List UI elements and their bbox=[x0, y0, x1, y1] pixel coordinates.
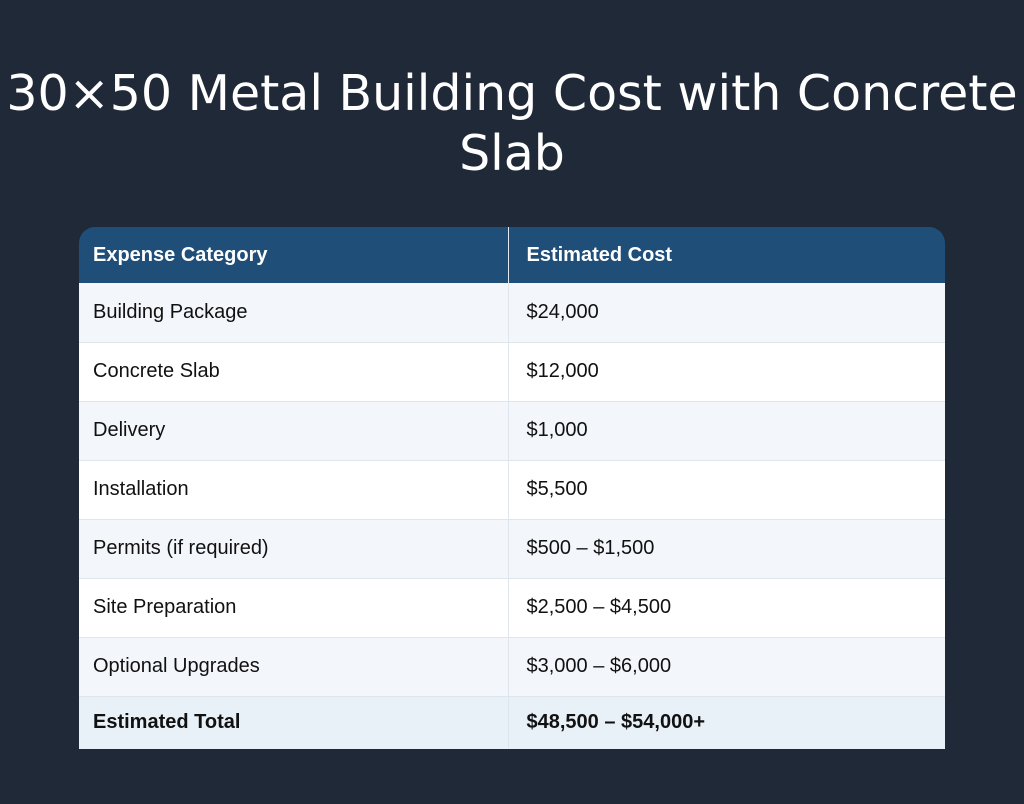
table-row: Concrete Slab $12,000 bbox=[79, 342, 945, 402]
table-row: Installation $5,500 bbox=[79, 460, 945, 520]
table-row: Optional Upgrades $3,000 – $6,000 bbox=[79, 637, 945, 697]
header-estimated-cost: Estimated Cost bbox=[507, 227, 945, 283]
table-body: Building Package $24,000 Concrete Slab $… bbox=[79, 283, 945, 749]
category-cell: Permits (if required) bbox=[79, 519, 508, 579]
total-row: Estimated Total $48,500 – $54,000+ bbox=[79, 696, 945, 749]
header-row: Expense Category Estimated Cost bbox=[79, 227, 945, 283]
category-cell: Installation bbox=[79, 460, 508, 520]
table-row: Site Preparation $2,500 – $4,500 bbox=[79, 578, 945, 638]
cost-cell: $2,500 – $4,500 bbox=[507, 578, 945, 638]
cost-cell: $5,500 bbox=[507, 460, 945, 520]
table-header: Expense Category Estimated Cost bbox=[79, 227, 945, 283]
category-cell: Optional Upgrades bbox=[79, 637, 508, 697]
total-cost: $48,500 – $54,000+ bbox=[507, 696, 945, 749]
table-row: Building Package $24,000 bbox=[79, 283, 945, 343]
page-title: 30×50 Metal Building Cost with Concrete … bbox=[6, 65, 1018, 182]
category-cell: Building Package bbox=[79, 283, 508, 343]
cost-cell: $500 – $1,500 bbox=[507, 519, 945, 579]
category-cell: Site Preparation bbox=[79, 578, 508, 638]
cost-cell: $3,000 – $6,000 bbox=[507, 637, 945, 697]
cost-table: Expense Category Estimated Cost Building… bbox=[79, 227, 945, 749]
cost-cell: $1,000 bbox=[507, 401, 945, 461]
cost-cell: $12,000 bbox=[507, 342, 945, 402]
total-label: Estimated Total bbox=[79, 696, 508, 749]
category-cell: Concrete Slab bbox=[79, 342, 508, 402]
table-row: Delivery $1,000 bbox=[79, 401, 945, 461]
cost-table-container: Expense Category Estimated Cost Building… bbox=[79, 227, 945, 749]
header-expense-category: Expense Category bbox=[79, 227, 508, 283]
cost-cell: $24,000 bbox=[507, 283, 945, 343]
table-row: Permits (if required) $500 – $1,500 bbox=[79, 519, 945, 579]
category-cell: Delivery bbox=[79, 401, 508, 461]
